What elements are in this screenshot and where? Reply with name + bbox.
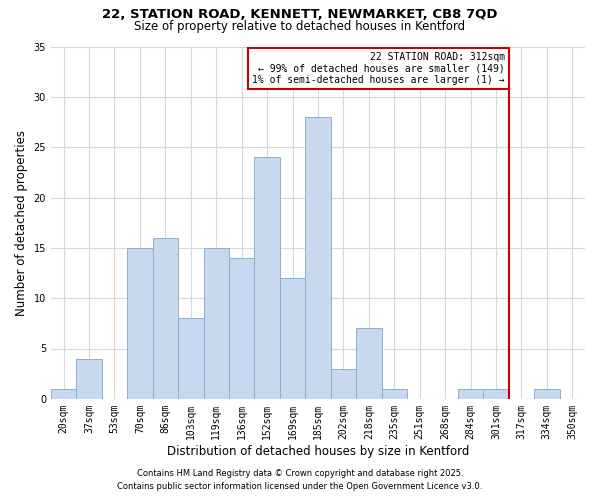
Bar	[229, 258, 254, 399]
Bar	[254, 157, 280, 399]
Bar	[534, 389, 560, 399]
Bar	[483, 389, 509, 399]
Bar	[382, 389, 407, 399]
Bar	[280, 278, 305, 399]
Bar	[127, 248, 152, 399]
Bar	[331, 368, 356, 399]
Bar	[76, 358, 102, 399]
Text: Contains HM Land Registry data © Crown copyright and database right 2025.
Contai: Contains HM Land Registry data © Crown c…	[118, 470, 482, 491]
Bar	[51, 389, 76, 399]
Bar	[203, 248, 229, 399]
X-axis label: Distribution of detached houses by size in Kentford: Distribution of detached houses by size …	[167, 444, 469, 458]
Y-axis label: Number of detached properties: Number of detached properties	[15, 130, 28, 316]
Text: 22 STATION ROAD: 312sqm
← 99% of detached houses are smaller (149)
1% of semi-de: 22 STATION ROAD: 312sqm ← 99% of detache…	[252, 52, 505, 84]
Bar	[178, 318, 203, 399]
Text: Size of property relative to detached houses in Kentford: Size of property relative to detached ho…	[134, 20, 466, 33]
Bar	[356, 328, 382, 399]
Bar	[458, 389, 483, 399]
Bar	[305, 117, 331, 399]
Bar	[152, 238, 178, 399]
Text: 22, STATION ROAD, KENNETT, NEWMARKET, CB8 7QD: 22, STATION ROAD, KENNETT, NEWMARKET, CB…	[102, 8, 498, 20]
